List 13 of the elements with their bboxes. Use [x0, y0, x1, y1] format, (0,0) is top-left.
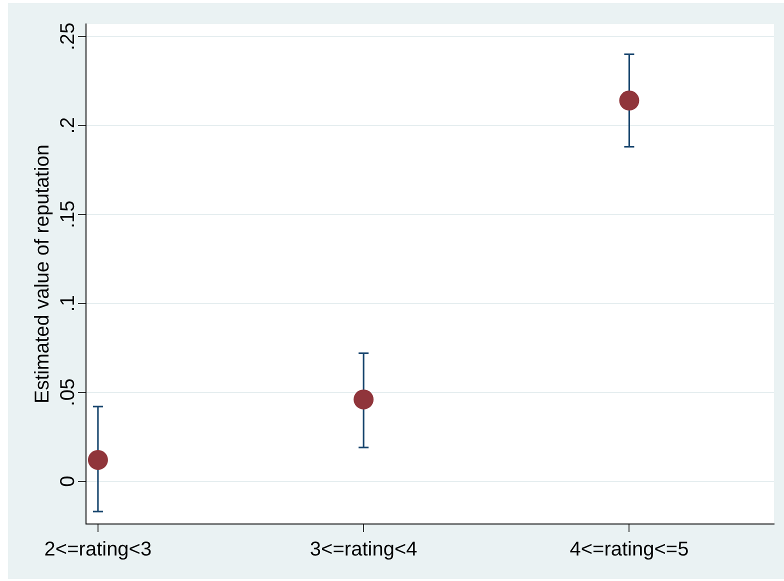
y-axis-title: Estimated value of reputation [32, 144, 54, 404]
y-tick-label: .05 [57, 378, 79, 406]
point [88, 450, 108, 470]
y-tick-label: .15 [57, 200, 79, 228]
x-tick-label: 4<=rating<=5 [570, 538, 689, 561]
y-tick-label: .1 [57, 295, 79, 312]
x-tick-label: 2<=rating<3 [44, 538, 152, 561]
y-tick-label: 0 [57, 476, 79, 487]
x-tick-label: 3<=rating<4 [310, 538, 418, 561]
y-tick-label: .2 [57, 117, 79, 134]
y-tick-label: .25 [57, 22, 79, 50]
point [619, 90, 640, 111]
point [354, 389, 374, 410]
